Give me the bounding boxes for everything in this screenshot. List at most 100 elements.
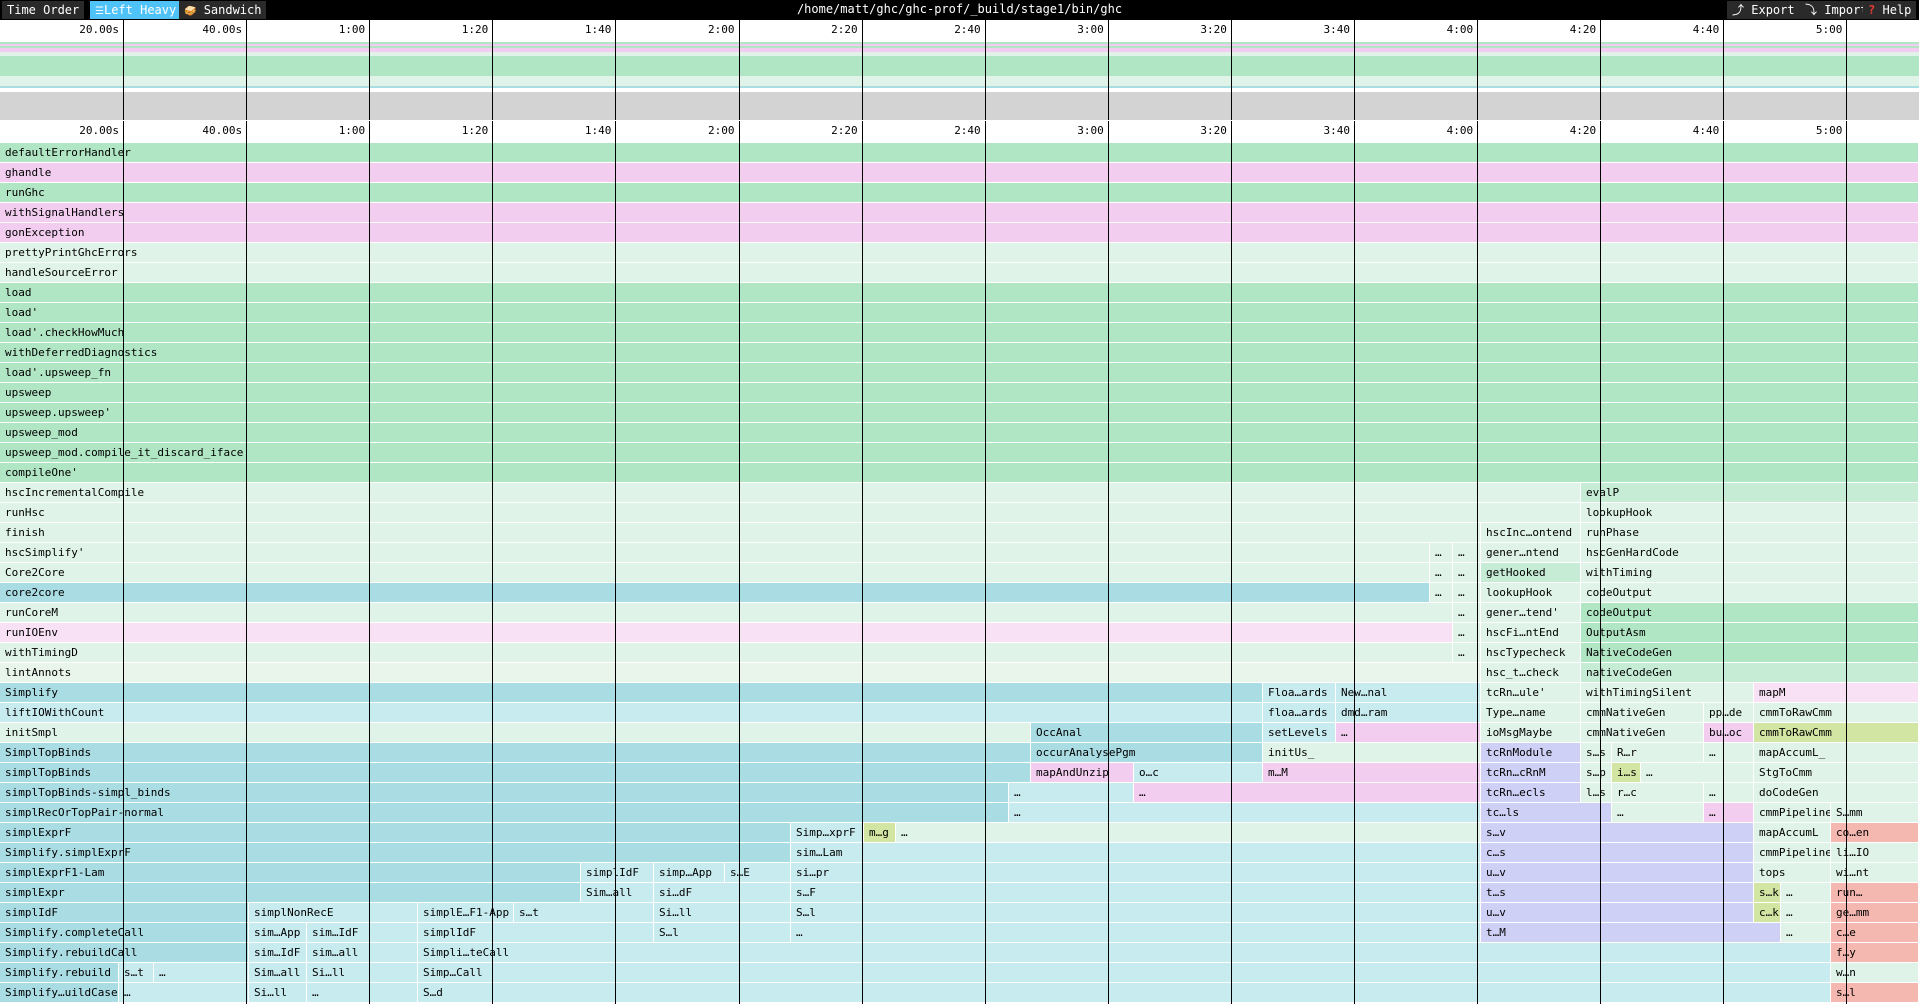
frame[interactable]: gener…ntend xyxy=(1481,543,1581,562)
frame[interactable]: tc…ls xyxy=(1481,803,1612,822)
frame[interactable]: core2core xyxy=(0,583,1430,602)
frame[interactable]: Si…ll xyxy=(307,963,418,982)
frame[interactable]: t…M xyxy=(1481,923,1781,942)
frame[interactable]: si…pr xyxy=(791,863,1481,882)
frame[interactable]: s…v xyxy=(1481,823,1754,842)
frame[interactable]: s…k xyxy=(1754,883,1781,902)
frame[interactable]: i…s xyxy=(1612,763,1641,782)
frame[interactable]: NativeCodeGen xyxy=(1581,643,1919,662)
frame[interactable]: … xyxy=(1430,583,1453,602)
frame[interactable]: tcRnModule xyxy=(1481,743,1581,762)
frame[interactable]: tcRn…ecls xyxy=(1481,783,1581,802)
frame[interactable]: New…nal xyxy=(1336,683,1481,702)
frame[interactable]: ghandle xyxy=(0,163,1919,182)
frame[interactable]: floa…ards xyxy=(1263,703,1336,722)
frame[interactable]: sim…IdF xyxy=(307,923,418,942)
frame[interactable]: simplIdF xyxy=(0,903,249,922)
frame[interactable]: lookupHook xyxy=(1481,583,1581,602)
frame[interactable]: Simplify xyxy=(0,683,1263,702)
frame[interactable]: … xyxy=(1453,563,1481,582)
frame[interactable]: tops xyxy=(1754,863,1831,882)
frame[interactable]: hsc_t…check xyxy=(1481,663,1581,682)
frame[interactable]: pp…de xyxy=(1704,703,1754,722)
frame[interactable]: OutputAsm xyxy=(1581,623,1919,642)
frame[interactable]: finish xyxy=(0,523,1481,542)
frame[interactable]: m…M xyxy=(1263,763,1481,782)
frame[interactable]: s…E xyxy=(725,863,791,882)
frame[interactable]: run… xyxy=(1831,883,1919,902)
frame[interactable]: li…IO xyxy=(1831,843,1919,862)
frame[interactable]: s…t xyxy=(119,963,154,982)
frame[interactable]: … xyxy=(1453,583,1481,602)
frame[interactable]: withTiming xyxy=(1581,563,1919,582)
frame[interactable]: S…l xyxy=(654,923,791,942)
frame[interactable]: si…dF xyxy=(654,883,791,902)
frame[interactable]: sim…App xyxy=(249,923,307,942)
frame[interactable]: doCodeGen xyxy=(1754,783,1919,802)
frame[interactable]: Simplify.rebuild xyxy=(0,963,119,982)
frame[interactable]: initUs_ xyxy=(1263,743,1481,762)
frame[interactable]: upsweep xyxy=(0,383,1919,402)
frame[interactable]: defaultErrorHandler xyxy=(0,143,1919,162)
frame[interactable]: sim…IdF xyxy=(249,943,307,962)
frame[interactable]: f…y xyxy=(1831,943,1919,962)
frame[interactable]: cmmPipeline xyxy=(1754,843,1831,862)
frame[interactable]: … xyxy=(1453,543,1481,562)
frame[interactable]: load'.checkHowMuch xyxy=(0,323,1919,342)
frame[interactable]: gener…tend' xyxy=(1481,603,1581,622)
frame[interactable]: prettyPrintGhcErrors xyxy=(0,243,1919,262)
frame[interactable]: hscGenHardCode xyxy=(1581,543,1919,562)
frame[interactable]: m…g xyxy=(864,823,896,842)
frame[interactable]: load'.upsweep_fn xyxy=(0,363,1919,382)
frame[interactable]: runIOEnv xyxy=(0,623,1453,642)
minimap-overview[interactable] xyxy=(0,42,1919,120)
frame[interactable]: Simp…Call xyxy=(418,963,1831,982)
frame[interactable]: ge…mm xyxy=(1831,903,1919,922)
frame[interactable]: simp…App xyxy=(654,863,725,882)
frame[interactable]: Type…name xyxy=(1481,703,1581,722)
frame[interactable]: SimplTopBinds xyxy=(0,743,1031,762)
frame[interactable]: … xyxy=(1781,903,1831,922)
frame[interactable]: dmd…ram xyxy=(1336,703,1481,722)
frame[interactable]: hscSimplify' xyxy=(0,543,1430,562)
frame[interactable]: runHsc xyxy=(0,503,1581,522)
frame[interactable]: … xyxy=(1704,803,1754,822)
frame[interactable]: tcRn…cRnM xyxy=(1481,763,1581,782)
frame[interactable]: gonException xyxy=(0,223,1919,242)
frame[interactable]: … xyxy=(1641,763,1754,782)
frame[interactable]: cmmNativeGen xyxy=(1581,703,1704,722)
frame[interactable]: … xyxy=(1453,623,1481,642)
frame[interactable]: simplExprF1-Lam xyxy=(0,863,581,882)
frame[interactable]: codeOutput xyxy=(1581,583,1919,602)
frame[interactable]: c…e xyxy=(1831,923,1919,942)
frame[interactable]: upsweep.upsweep' xyxy=(0,403,1919,422)
frame[interactable]: withSignalHandlers xyxy=(0,203,1919,222)
frame[interactable]: u…v xyxy=(1481,863,1754,882)
frame[interactable]: Simp…xprF xyxy=(791,823,864,842)
frame[interactable]: lookupHook xyxy=(1581,503,1919,522)
frame[interactable]: Sim…all xyxy=(249,963,307,982)
frame[interactable]: hscIncrementalCompile xyxy=(0,483,1581,502)
frame[interactable]: … xyxy=(1612,803,1704,822)
frame[interactable]: mapAndUnzip xyxy=(1031,763,1134,782)
frame[interactable]: Sim…all xyxy=(581,883,654,902)
frame[interactable]: simplIdF xyxy=(418,923,654,942)
frame[interactable]: … xyxy=(1134,783,1481,802)
frame[interactable]: initSmpl xyxy=(0,723,1031,742)
frame[interactable]: runGhc xyxy=(0,183,1919,202)
frame[interactable]: OccAnal xyxy=(1031,723,1263,742)
frame[interactable]: s…s xyxy=(1581,743,1612,762)
frame[interactable]: … xyxy=(1430,543,1453,562)
frame[interactable]: hscTypecheck xyxy=(1481,643,1581,662)
frame[interactable]: wi…nt xyxy=(1831,863,1919,882)
frame[interactable]: setLevels xyxy=(1263,723,1336,742)
frame[interactable]: cmmToRawCmm xyxy=(1754,703,1919,722)
minimap[interactable]: 20.00s 40.00s 1:00 1:20 1:40 2:00 2:20 2:40 3:00… xyxy=(0,20,1919,120)
frame[interactable]: Simpli…teCall xyxy=(418,943,1831,962)
frame[interactable]: withDeferredDiagnostics xyxy=(0,343,1919,362)
frame[interactable]: … xyxy=(1009,803,1481,822)
frame[interactable]: runCoreM xyxy=(0,603,1453,622)
frame[interactable]: s…F xyxy=(791,883,1481,902)
frame[interactable]: liftIOWithCount xyxy=(0,703,1263,722)
frame[interactable]: hscFi…ntEnd xyxy=(1481,623,1581,642)
